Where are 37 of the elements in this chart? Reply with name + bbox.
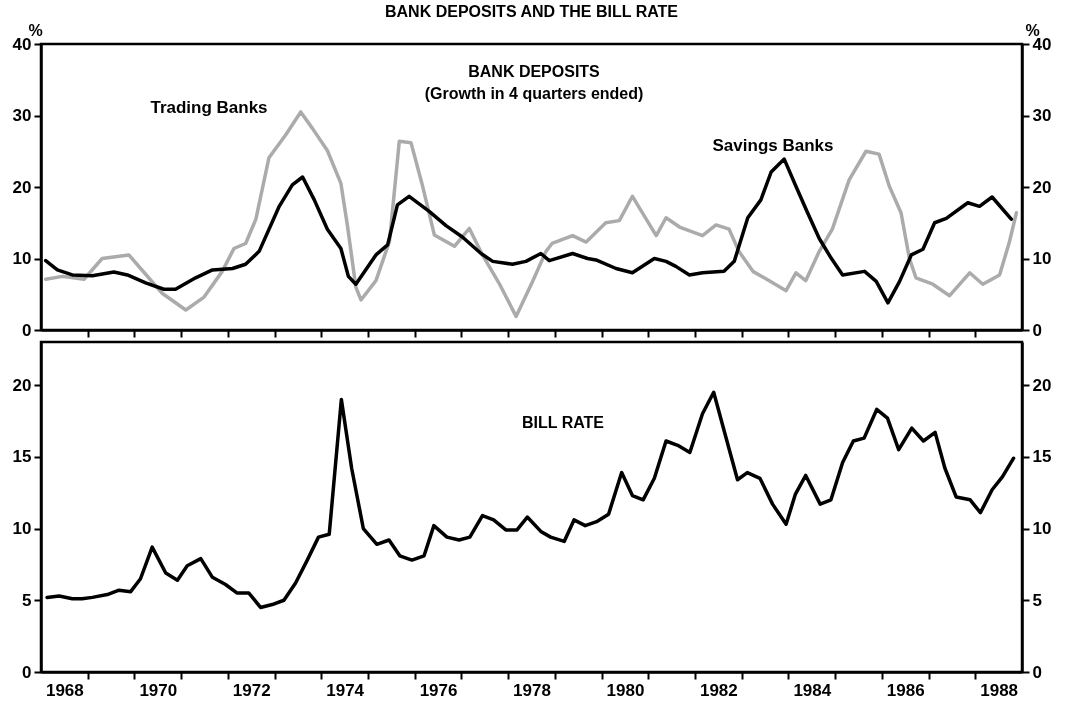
series-label: Savings Banks	[712, 136, 834, 155]
y-tick-label: 15	[12, 447, 32, 467]
chart-title: BANK DEPOSITS AND THE BILL RATE	[384, 3, 679, 20]
x-tick-label: 1970	[139, 680, 178, 700]
annotation: BILL RATE	[521, 414, 605, 431]
y2-tick-label: 20	[1032, 375, 1052, 395]
y2-tick-label: 0	[1032, 662, 1042, 682]
y2-tick-label: 30	[1032, 106, 1052, 125]
y2-tick-label: 20	[1032, 177, 1052, 197]
x-tick-label: 1988	[980, 680, 1019, 700]
y-tick-label: 20	[12, 375, 32, 395]
y-tick-label: 0	[22, 662, 32, 682]
line-series	[45, 390, 1016, 610]
y-tick-label: 5	[22, 590, 32, 610]
y-tick-label: 30	[12, 106, 32, 125]
y2-tick-label: 5	[1032, 590, 1042, 610]
x-tick-label: 1976	[419, 680, 458, 700]
x-tick-label: 1974	[326, 680, 365, 700]
y2-tick-label: 10	[1032, 519, 1052, 539]
y2-tick-label: 0	[1032, 320, 1042, 340]
y2-tick-label: 10	[1032, 249, 1052, 268]
x-tick-label: 1978	[513, 680, 551, 700]
annotation: (Growth in 4 quarters ended)	[424, 85, 644, 102]
y2-axis-title: %	[1025, 21, 1040, 39]
annotation: BANK DEPOSITS	[468, 63, 601, 80]
x-tick-label: 1968	[45, 680, 84, 700]
x-tick-label: 1986	[886, 680, 925, 700]
x-tick-label: 1984	[793, 680, 832, 700]
x-tick-label: 1982	[699, 680, 738, 700]
y-tick-label: 20	[12, 177, 32, 197]
series-label: Trading Banks	[150, 98, 268, 117]
y-tick-label: 10	[12, 519, 32, 539]
x-tick-label: 1980	[606, 680, 645, 700]
y-tick-label: 0	[22, 320, 32, 340]
x-tick-label: 1972	[232, 680, 271, 700]
y-tick-label: 10	[12, 249, 32, 268]
y2-tick-label: 15	[1032, 447, 1052, 467]
